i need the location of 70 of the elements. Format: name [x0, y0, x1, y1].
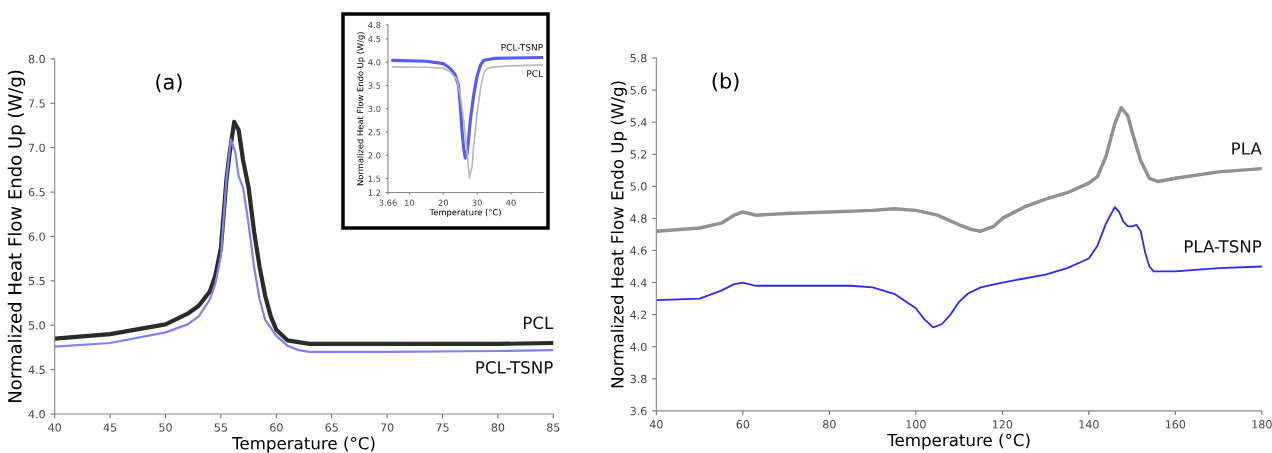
- x-tick-label: 50: [159, 423, 172, 432]
- y-tick-label: 1.2: [368, 189, 381, 196]
- x-axis-title: Temperature (°C): [429, 208, 501, 217]
- x-tick-label: 85: [547, 423, 560, 432]
- x-tick-label: 60: [270, 423, 283, 432]
- y-tick-label: 4.0: [368, 59, 381, 66]
- y-tick-label: 3.8: [630, 374, 647, 384]
- line-series: [656, 206, 1262, 329]
- x-tick-label: 20: [438, 199, 449, 206]
- y-tick-label: 4.5: [28, 365, 45, 375]
- x-tick-label: 120: [992, 420, 1013, 429]
- y-tick-label: 5.5: [28, 276, 45, 286]
- x-tick-label: 65: [325, 423, 338, 432]
- y-tick-label: 3.0: [368, 105, 381, 112]
- series-label: PCL-TSNP: [501, 43, 543, 51]
- series-label: PLA: [1232, 142, 1262, 155]
- x-tick-label: 30: [472, 199, 482, 206]
- y-tick-label: 4.0: [28, 410, 45, 419]
- x-tick-label: 180: [1252, 420, 1272, 429]
- y-tick-label: 4.2: [630, 310, 647, 319]
- x-tick-label: 100: [906, 420, 926, 429]
- annotation: (a): [156, 73, 182, 93]
- x-tick-label: 3.66: [379, 199, 397, 206]
- y-tick-label: 6.5: [28, 188, 45, 197]
- y-tick-label: 4.8: [368, 21, 381, 29]
- y-tick-label: 5.8: [630, 53, 647, 63]
- y-tick-label: 5.2: [630, 150, 647, 159]
- y-tick-label: 1.5: [368, 175, 381, 182]
- y-tick-label: 8.0: [28, 54, 45, 64]
- y-axis-title: Normalized Heat Flow Endo Up (W/g): [7, 70, 26, 403]
- x-tick-label: 80: [823, 420, 836, 429]
- x-axis-title: Temperature (°C): [232, 436, 375, 453]
- line-series: [391, 64, 544, 179]
- series-label: PCL-TSNP: [476, 361, 553, 374]
- y-tick-label: 4.5: [368, 35, 381, 43]
- x-tick-label: 40: [649, 420, 663, 429]
- y-tick-label: 2.5: [368, 128, 381, 136]
- x-tick-label: 70: [380, 423, 394, 432]
- x-tick-label: 160: [1165, 420, 1186, 429]
- y-tick-label: 5.4: [630, 118, 647, 127]
- series-label: PLA-TSNP: [1184, 240, 1262, 253]
- x-tick-label: 55: [214, 423, 227, 432]
- y-tick-label: 2.0: [368, 152, 381, 159]
- series-label: PCL: [523, 316, 554, 330]
- y-tick-label: 7.5: [28, 99, 45, 108]
- x-tick-label: 45: [103, 423, 117, 432]
- y-tick-label: 6.0: [28, 232, 45, 241]
- x-tick-label: 40: [48, 423, 62, 432]
- y-tick-label: 5.0: [28, 321, 45, 330]
- y-tick-label: 3.6: [630, 406, 647, 416]
- x-tick-label: 75: [436, 423, 449, 432]
- y-tick-label: 4.4: [630, 278, 647, 287]
- y-tick-label: 3.5: [368, 82, 381, 89]
- y-axis-title: Normalized Heat Flow Endo Up (W/g): [356, 32, 365, 186]
- annotation: (b): [712, 72, 739, 92]
- series-label: PCL: [527, 70, 544, 77]
- y-tick-label: 5.6: [630, 86, 647, 95]
- x-tick-label: 80: [491, 423, 505, 432]
- y-tick-label: 4.0: [630, 342, 647, 352]
- x-tick-label: 60: [736, 420, 750, 429]
- y-tick-label: 5.0: [630, 182, 647, 191]
- y-tick-label: 4.8: [630, 214, 647, 223]
- line-series: [390, 55, 544, 160]
- x-tick-label: 10: [405, 199, 415, 206]
- y-tick-label: 4.6: [630, 246, 647, 255]
- x-axis-title: Temperature (°C): [887, 433, 1030, 450]
- x-tick-label: 140: [1079, 420, 1099, 429]
- x-tick-label: 40: [506, 199, 516, 206]
- y-tick-label: 7.0: [28, 143, 45, 153]
- y-axis-title: Normalized Heat Flow Endo Up (W/g): [610, 81, 627, 388]
